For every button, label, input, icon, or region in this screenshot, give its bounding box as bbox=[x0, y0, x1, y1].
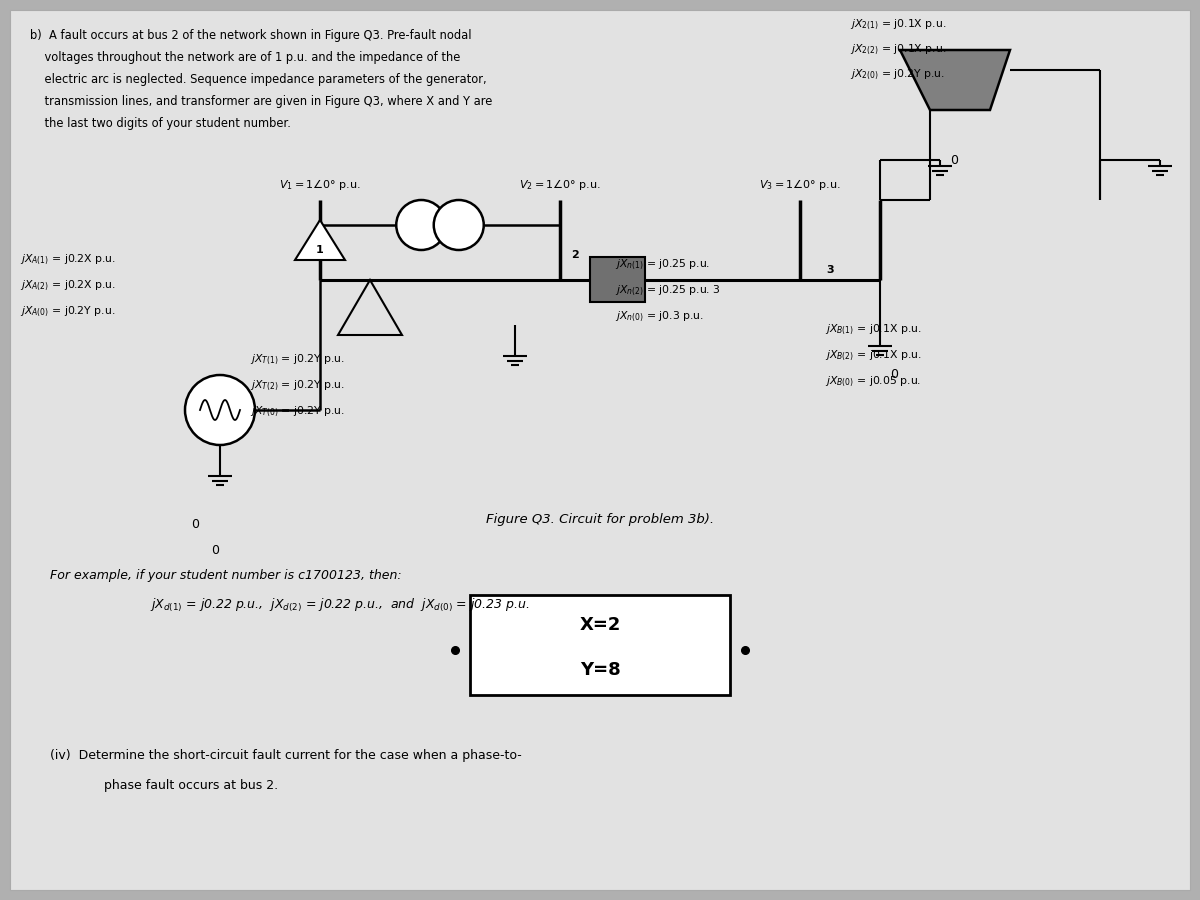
Text: 0: 0 bbox=[890, 368, 898, 382]
Polygon shape bbox=[295, 220, 346, 260]
Text: transmission lines, and transformer are given in Figure Q3, where X and Y are: transmission lines, and transformer are … bbox=[30, 94, 492, 107]
Text: Figure Q3. Circuit for problem 3b).: Figure Q3. Circuit for problem 3b). bbox=[486, 514, 714, 526]
Text: $jX_{2(0)}$ = j0.2Y p.u.: $jX_{2(0)}$ = j0.2Y p.u. bbox=[850, 68, 944, 82]
Text: 0: 0 bbox=[191, 518, 199, 532]
Text: $jX_{A(1)}$ = j0.2X p.u.: $jX_{A(1)}$ = j0.2X p.u. bbox=[20, 253, 116, 267]
Text: $jX_{A(0)}$ = j0.2Y p.u.: $jX_{A(0)}$ = j0.2Y p.u. bbox=[20, 305, 115, 320]
Circle shape bbox=[185, 375, 256, 445]
Text: $V_1 = 1\angle0°$ p.u.: $V_1 = 1\angle0°$ p.u. bbox=[280, 177, 361, 193]
Text: voltages throughout the network are of 1 p.u. and the impedance of the: voltages throughout the network are of 1… bbox=[30, 50, 461, 64]
Text: 1: 1 bbox=[316, 245, 324, 255]
Text: $jX_{A(2)}$ = j0.2X p.u.: $jX_{A(2)}$ = j0.2X p.u. bbox=[20, 279, 116, 293]
Text: $jX_{T(1)}$ = j0.2Y p.u.: $jX_{T(1)}$ = j0.2Y p.u. bbox=[250, 353, 344, 367]
Text: $jX_{n(2)}$ = j0.25 p.u. 3: $jX_{n(2)}$ = j0.25 p.u. 3 bbox=[616, 284, 721, 298]
Text: $V_2 = 1\angle0°$ p.u.: $V_2 = 1\angle0°$ p.u. bbox=[520, 177, 601, 193]
Text: $jX_{2(2)}$ = j0.1X p.u.: $jX_{2(2)}$ = j0.1X p.u. bbox=[850, 43, 947, 58]
Text: $jX_{T(2)}$ = j0.2Y p.u.: $jX_{T(2)}$ = j0.2Y p.u. bbox=[250, 379, 344, 393]
Circle shape bbox=[396, 200, 446, 250]
Text: $V_3 = 1\angle0°$ p.u.: $V_3 = 1\angle0°$ p.u. bbox=[760, 177, 841, 193]
Text: $jX_{n(1)}$ = j0.25 p.u.: $jX_{n(1)}$ = j0.25 p.u. bbox=[616, 257, 710, 272]
Text: X=2: X=2 bbox=[580, 616, 620, 634]
Text: Y=8: Y=8 bbox=[580, 661, 620, 679]
Text: $jX_{B(0)}$ = j0.05 p.u.: $jX_{B(0)}$ = j0.05 p.u. bbox=[826, 374, 922, 389]
Text: the last two digits of your student number.: the last two digits of your student numb… bbox=[30, 116, 290, 130]
Text: 3: 3 bbox=[826, 265, 834, 275]
Polygon shape bbox=[900, 50, 1010, 110]
Bar bbox=[470, 595, 730, 695]
Text: $jX_{B(2)}$ = j0.1X p.u.: $jX_{B(2)}$ = j0.1X p.u. bbox=[826, 349, 922, 364]
Text: electric arc is neglected. Sequence impedance parameters of the generator,: electric arc is neglected. Sequence impe… bbox=[30, 73, 487, 86]
Text: 0: 0 bbox=[950, 154, 958, 166]
Text: 2: 2 bbox=[571, 250, 578, 260]
Text: $jX_{2(1)}$ = j0.1X p.u.: $jX_{2(1)}$ = j0.1X p.u. bbox=[850, 18, 947, 32]
Text: $jX_{B(1)}$ = j0.1X p.u.: $jX_{B(1)}$ = j0.1X p.u. bbox=[826, 323, 922, 338]
Circle shape bbox=[433, 200, 484, 250]
Bar bbox=[590, 257, 646, 302]
Text: 0: 0 bbox=[211, 544, 220, 556]
Text: For example, if your student number is c1700123, then:: For example, if your student number is c… bbox=[50, 569, 402, 581]
Text: $jX_{T(0)}$ = j0.2Y p.u.: $jX_{T(0)}$ = j0.2Y p.u. bbox=[250, 405, 344, 419]
Text: $jX_{n(0)}$ = j0.3 p.u.: $jX_{n(0)}$ = j0.3 p.u. bbox=[616, 310, 704, 324]
Text: b)  A fault occurs at bus 2 of the network shown in Figure Q3. Pre-fault nodal: b) A fault occurs at bus 2 of the networ… bbox=[30, 29, 472, 41]
Text: $jX_{d(1)}$ = j0.22 p.u.,  $jX_{d(2)}$ = j0.22 p.u.,  and  $jX_{d(0)}$ = j0.23 p: $jX_{d(1)}$ = j0.22 p.u., $jX_{d(2)}$ = … bbox=[150, 597, 529, 614]
Text: phase fault occurs at bus 2.: phase fault occurs at bus 2. bbox=[80, 778, 278, 791]
Text: (iv)  Determine the short-circuit fault current for the case when a phase-to-: (iv) Determine the short-circuit fault c… bbox=[50, 749, 522, 761]
